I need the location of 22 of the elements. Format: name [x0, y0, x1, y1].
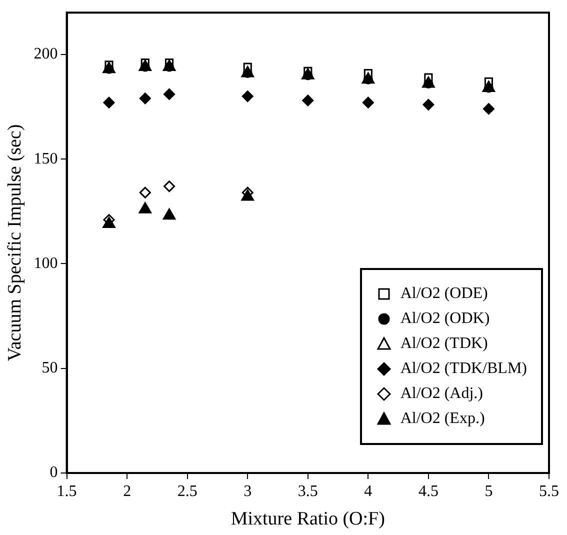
x-tick-label: 1.5 — [56, 482, 77, 500]
legend-label: Al/O2 (ODE) — [400, 285, 488, 303]
legend-label: Al/O2 (Adj.) — [400, 385, 483, 403]
y-axis-title: Vacuum Specific Impulse (sec) — [4, 124, 26, 362]
y-tick-label: 0 — [50, 464, 58, 482]
x-tick-label: 4 — [364, 482, 372, 500]
y-tick-label: 200 — [34, 46, 58, 63]
y-tick-label: 50 — [42, 360, 58, 377]
legend-label: Al/O2 (ODK) — [400, 310, 490, 328]
legend-label: Al/O2 (TDK/BLM) — [400, 360, 527, 378]
legend-label: Al/O2 (TDK) — [400, 335, 488, 353]
y-tick-label: 150 — [34, 150, 58, 168]
x-tick-label: 5 — [484, 482, 493, 500]
x-tick-label: 3 — [244, 482, 252, 500]
legend-label: Al/O2 (Exp.) — [400, 410, 485, 428]
x-tick-label: 4.5 — [418, 482, 438, 500]
x-tick-label: 5.5 — [539, 482, 559, 500]
x-tick-label: 3.5 — [298, 482, 318, 500]
y-tick-label: 100 — [34, 254, 58, 272]
x-tick-label: 2 — [123, 482, 132, 500]
x-tick-label: 2.5 — [177, 482, 198, 500]
x-axis-title: Mixture Ratio (O:F) — [230, 508, 385, 530]
